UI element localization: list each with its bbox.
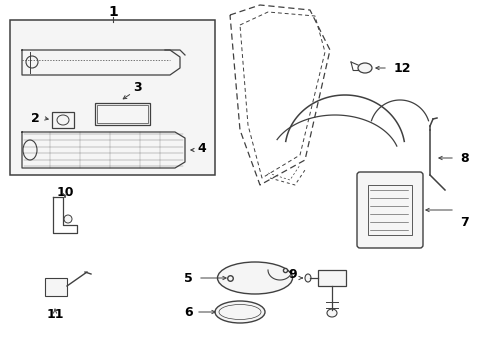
Text: 5: 5 [184, 271, 193, 284]
Ellipse shape [23, 140, 37, 160]
Bar [95, 103, 150, 125]
Ellipse shape [26, 56, 38, 68]
Text: 11: 11 [46, 309, 63, 321]
Bar [52, 112, 74, 128]
Bar [10, 20, 215, 175]
Text: 6: 6 [184, 306, 193, 319]
Text: 4: 4 [197, 141, 206, 154]
Text: 2: 2 [31, 112, 40, 125]
Ellipse shape [217, 262, 292, 294]
Ellipse shape [305, 274, 310, 282]
Ellipse shape [215, 301, 264, 323]
Bar [97, 105, 148, 123]
Bar [317, 270, 346, 286]
Text: 7: 7 [459, 216, 468, 229]
Bar [367, 185, 411, 235]
Text: 12: 12 [393, 62, 411, 75]
Ellipse shape [326, 309, 336, 317]
Ellipse shape [219, 305, 261, 320]
Text: 1: 1 [108, 5, 118, 19]
Text: 3: 3 [133, 81, 142, 94]
Text: 10: 10 [56, 185, 74, 198]
Ellipse shape [357, 63, 371, 73]
Text: 9: 9 [288, 269, 296, 282]
Bar [45, 278, 67, 296]
Text: 8: 8 [459, 152, 468, 165]
FancyBboxPatch shape [356, 172, 422, 248]
Ellipse shape [64, 215, 72, 223]
Ellipse shape [57, 115, 69, 125]
